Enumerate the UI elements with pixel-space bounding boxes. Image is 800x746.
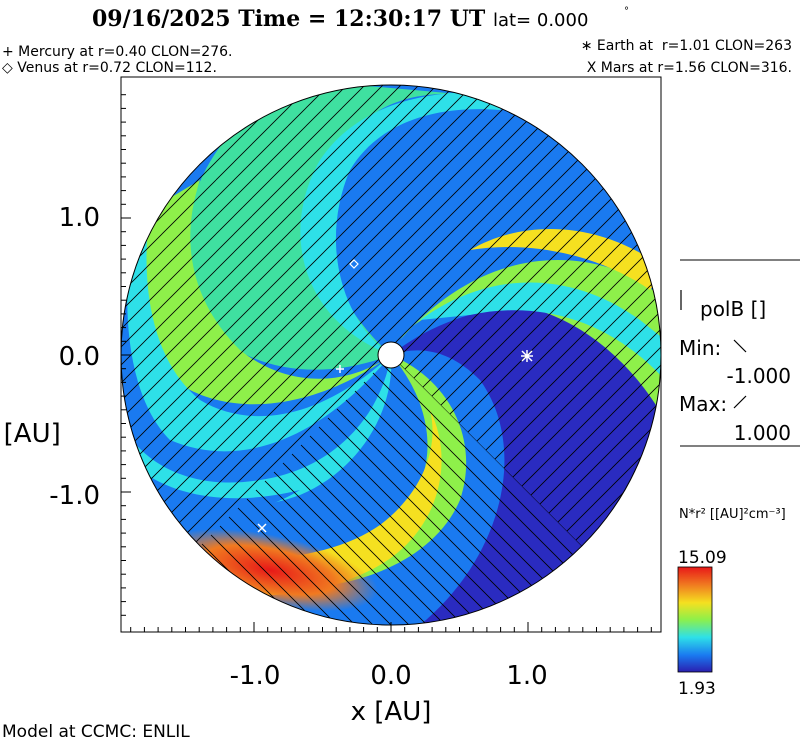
colorbar-quantity: N*r² [[AU]²cm⁻³] xyxy=(679,507,786,522)
footer-credit: Model at CCMC: ENLIL xyxy=(2,722,190,742)
x-tick-label: 1.0 xyxy=(506,661,547,691)
x-axis-ticks xyxy=(130,622,652,632)
density-disk xyxy=(121,85,661,625)
x-tick-label: 0.0 xyxy=(370,661,411,691)
mars-marker xyxy=(257,523,267,533)
y-axis-ticks xyxy=(121,94,131,616)
mercury-marker xyxy=(336,365,344,373)
colorbar-min: 1.93 xyxy=(678,679,716,699)
polarity-max-label: Max: xyxy=(679,392,727,416)
y-tick-label: 0.0 xyxy=(59,342,100,372)
x-axis-title: x [AU] xyxy=(351,697,432,727)
sun-marker xyxy=(377,341,405,369)
colorbar-max: 15.09 xyxy=(678,548,727,568)
max-symbol xyxy=(733,395,747,409)
polarity-title: polB [] xyxy=(700,297,766,321)
degree-symbol: ° xyxy=(624,6,629,17)
y-axis-title: y [AU] xyxy=(0,419,61,449)
venus-info: ◇ Venus at r=0.72 CLON=112. xyxy=(2,60,217,76)
earth-info: ∗ Earth at r=1.01 CLON=263 xyxy=(580,38,792,54)
min-symbol xyxy=(733,339,747,353)
y-tick-label: -1.0 xyxy=(49,481,100,511)
polarity-min-label: Min: xyxy=(679,336,721,360)
polarity-min-value: -1.000 xyxy=(727,364,791,388)
earth-marker xyxy=(521,350,533,362)
venus-marker xyxy=(349,259,359,269)
y-tick-label: 1.0 xyxy=(59,203,100,233)
plot-title: 09/16/2025 Time = 12:30:17 UT lat= 0.000 xyxy=(92,6,589,32)
polarity-max-value: 1.000 xyxy=(734,421,791,445)
mars-info: X Mars at r=1.56 CLON=316. xyxy=(586,60,792,76)
mercury-info: + Mercury at r=0.40 CLON=276. xyxy=(2,44,233,60)
colorbar xyxy=(677,566,713,673)
x-tick-label: -1.0 xyxy=(230,661,281,691)
